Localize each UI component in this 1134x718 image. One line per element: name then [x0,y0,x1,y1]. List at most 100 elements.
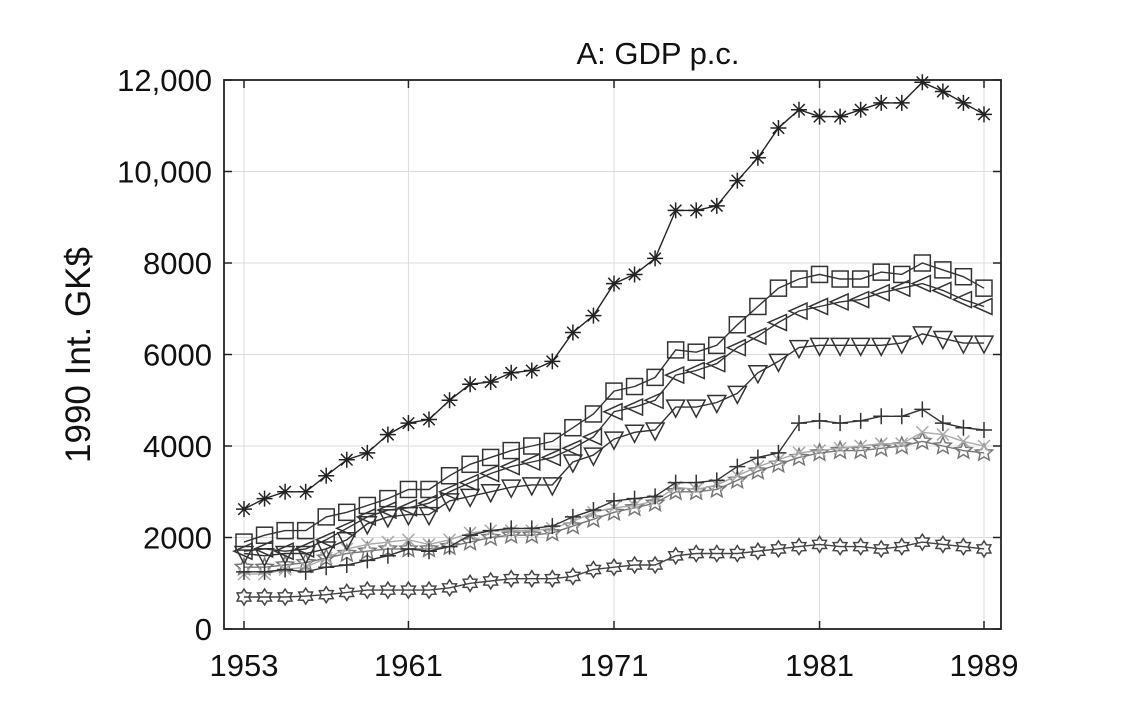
data-point-plus [852,412,869,429]
data-point-hexagram [564,566,582,586]
data-point-pentagram [953,439,974,460]
data-point-pentagram [644,492,666,513]
data-point-pentagram [829,439,851,460]
data-point-left-triangle [622,397,644,417]
data-point-asterisk [873,94,890,111]
data-point-asterisk [606,275,622,292]
data-point-plus [688,474,705,491]
data-point-square [769,279,788,297]
data-point-asterisk [236,501,252,518]
data-point-hexagram [441,578,458,598]
data-point-left-triangle [828,292,849,312]
data-point-x [730,469,744,483]
data-point-down-triangle [727,385,748,405]
data-point-left-triangle [232,542,253,561]
data-point-plus [585,502,602,519]
x-tick-label: 1961 [374,648,443,683]
data-point-square [358,496,377,515]
data-point-square [420,480,438,499]
series-hexagram [235,532,993,607]
data-point-square [379,489,397,508]
data-point-hexagram [256,587,273,607]
data-point-hexagram [338,582,355,602]
series-line-square [243,262,985,543]
data-point-plus [708,472,725,489]
data-point-hexagram [585,560,602,579]
data-point-down-triangle [624,424,645,444]
data-point-square [708,336,726,355]
data-point-pentagram [541,521,563,542]
data-point-square [338,503,356,522]
data-point-hexagram [626,555,643,575]
data-point-asterisk [955,94,972,111]
data-point-square [749,297,767,316]
data-point-hexagram [400,580,417,600]
y-tick-label: 0 [195,612,212,647]
data-point-square [872,263,890,281]
data-point-x [813,444,827,458]
data-point-asterisk [421,411,437,428]
data-point-x [854,439,868,453]
data-point-left-triangle [725,338,747,357]
data-point-down-triangle [973,335,995,355]
data-point-square [461,455,479,474]
data-point-left-triangle [766,313,788,332]
data-point-down-triangle [932,330,954,351]
data-point-hexagram [605,557,623,577]
data-point-down-triangle [644,422,666,442]
data-point-plus [811,412,828,429]
series-line-hexagram [244,541,985,598]
data-point-plus [338,556,355,573]
series-asterisk [236,74,992,518]
data-point-pentagram [788,446,810,467]
data-point-down-triangle [665,399,686,419]
data-point-square [543,432,562,451]
data-point-asterisk [482,373,499,390]
data-point-down-triangle [315,541,337,561]
data-point-hexagram [708,544,725,563]
data-point-pentagram [500,524,522,545]
data-point-asterisk [441,392,458,409]
x-axis-ticks: 1953 1961 1971 1981 1989 [210,80,1019,683]
data-point-asterisk [688,202,705,219]
data-point-square [523,437,541,455]
data-point-hexagram [235,587,253,607]
data-point-pentagram [870,437,892,458]
data-point-hexagram [667,546,684,566]
data-point-hexagram [544,569,561,589]
data-point-pentagram [583,508,604,529]
data-point-x [401,533,415,547]
data-point-asterisk [914,74,931,91]
data-point-plus [873,408,890,425]
series-left-triangle [232,274,993,561]
data-point-down-triangle [706,394,728,415]
data-point-pentagram [850,439,872,460]
x-tick-label: 1989 [950,648,1019,683]
data-point-plus [564,508,581,525]
data-point-down-triangle [912,326,933,346]
data-point-square [481,448,500,467]
data-point-left-triangle [478,464,500,483]
data-point-plus [462,527,479,544]
data-point-down-triangle [542,477,563,497]
data-point-square [605,382,623,400]
data-point-left-triangle [581,427,603,447]
data-point-pentagram [891,435,913,455]
data-point-plus [832,415,849,432]
data-point-hexagram [523,569,540,589]
data-point-asterisk [749,149,766,166]
data-point-asterisk [277,483,294,500]
data-point-square [851,270,870,288]
data-point-left-triangle [684,361,705,380]
data-point-hexagram [811,534,828,554]
data-point-square [646,368,664,387]
grid-lines [224,79,1001,630]
data-point-left-triangle [910,274,932,293]
data-point-down-triangle [829,337,851,357]
data-point-pentagram [973,441,995,462]
data-point-hexagram [276,587,294,607]
data-point-hexagram [482,571,499,591]
data-point-down-triangle [768,353,789,373]
data-point-hexagram [379,580,397,600]
data-point-asterisk [462,376,479,393]
